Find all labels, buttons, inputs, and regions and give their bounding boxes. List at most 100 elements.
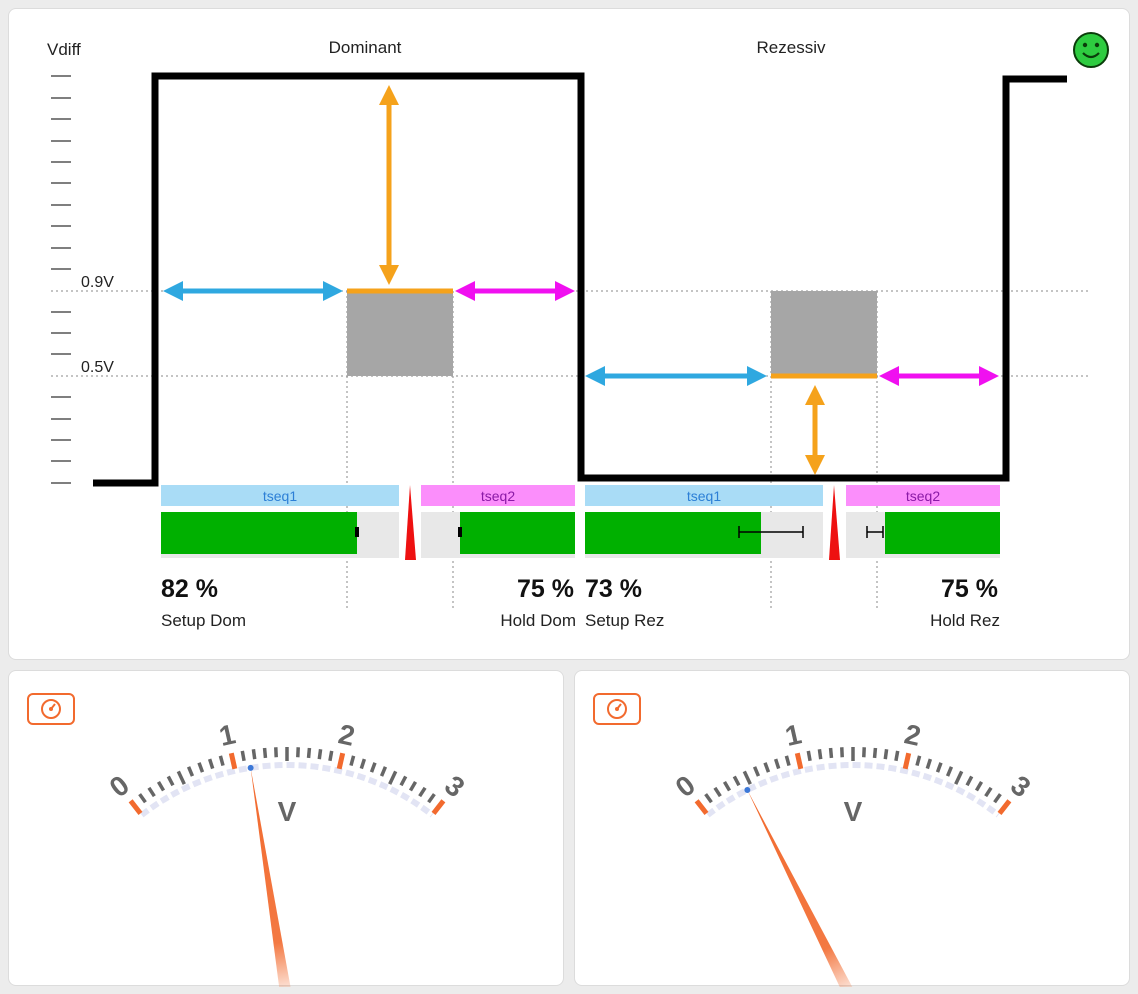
gauge-minor-tick	[828, 747, 834, 759]
setup-rez-label: Setup Rez	[585, 611, 664, 630]
gauge-minor-tick	[408, 781, 418, 792]
gauge-scale-label: 3	[1005, 769, 1036, 803]
smiley-icon	[1073, 32, 1109, 68]
gauge-minor-tick	[359, 758, 367, 770]
gauge-minor-tick	[806, 750, 812, 762]
gauge-minor-tick	[752, 766, 761, 777]
gauge-scale-label: 1	[216, 718, 238, 752]
setup-dom-value: 82 %	[161, 575, 218, 603]
gauge-minor-tick	[915, 755, 922, 766]
gauge-minor-tick	[713, 786, 722, 798]
recessive-sample-window	[771, 291, 877, 376]
gauge-minor-tick	[207, 758, 215, 770]
level-label-low: 0.5V	[81, 359, 114, 376]
setup-dom-label: Setup Dom	[161, 611, 246, 630]
gauge-major-tick	[431, 799, 446, 815]
dominant-label: Dominant	[329, 38, 402, 57]
voltage-gauge-panel-1: 0 1 2 3 V	[8, 670, 564, 987]
gauge-major-tick	[902, 752, 912, 770]
gauge-minor-tick	[156, 781, 166, 792]
margin-dom-arrow	[379, 85, 399, 285]
gauge-minor-tick	[317, 748, 323, 760]
timing-diagram-panel: Vdiff 0.9V 0.5V Dominant Rezessiv	[8, 8, 1130, 660]
tseq1-dom-bar	[161, 485, 399, 506]
gauge-minor-tick	[186, 766, 195, 777]
gauge-minor-tick	[817, 748, 823, 760]
setup-dom-marker	[355, 527, 359, 537]
hold-dom-value: 75 %	[517, 575, 574, 603]
dominant-sample-window	[347, 291, 453, 376]
setup-rez-value: 73 %	[585, 575, 642, 603]
gauge-needle-tip	[744, 786, 751, 793]
gauge-minor-tick	[773, 758, 781, 770]
gauge-needle	[747, 789, 853, 987]
gauge-minor-tick	[894, 750, 900, 762]
gauge-minor-tick	[722, 781, 732, 792]
gauge-major-tick	[694, 799, 709, 815]
gauge-minor-tick	[945, 766, 954, 777]
gauge-scale-arc	[705, 762, 1001, 818]
gauge-minor-tick	[935, 762, 943, 773]
gauge-minor-tick	[984, 786, 993, 798]
gauge-settings-button-1[interactable]	[27, 693, 75, 725]
tseq2-dom-label: tseq2	[481, 488, 515, 504]
gauge-major-tick	[228, 752, 238, 770]
gauge-needle-tip	[247, 764, 254, 771]
gauge-unit-label: V	[844, 796, 863, 827]
gauge-minor-tick	[379, 766, 388, 777]
hold-rez-value: 75 %	[941, 575, 998, 603]
tseq2-rez-bar	[846, 485, 1000, 506]
tseq2-rez-label: tseq2	[906, 488, 940, 504]
gauge-scale-label: 2	[902, 718, 924, 752]
gauge-minor-tick	[427, 793, 436, 804]
signal-waveform	[93, 72, 1067, 487]
hold-dom-fill	[460, 512, 575, 554]
speedometer-icon	[41, 699, 61, 719]
gauge-scale-label: 0	[670, 769, 701, 803]
gauge-major-tick	[336, 752, 346, 770]
gauge-major-tick	[128, 799, 143, 815]
gauge-minor-tick	[166, 775, 175, 787]
setup-dom-fill	[161, 512, 357, 554]
tseq1-rez-label: tseq1	[687, 488, 721, 504]
gauge-minor-tick	[872, 747, 878, 759]
hold-rez-fill	[885, 512, 1000, 554]
timing-diagram: Vdiff 0.9V 0.5V Dominant Rezessiv	[47, 32, 1109, 630]
gauge-minor-tick	[784, 755, 791, 766]
hold-rez-arrow	[879, 366, 999, 386]
gauge-minor-tick	[883, 748, 889, 760]
gauge-minor-tick	[328, 750, 334, 762]
hold-rez-label: Hold Rez	[930, 611, 1000, 630]
gauge-minor-tick	[251, 748, 257, 760]
gauge-minor-tick	[262, 747, 268, 759]
gauge-minor-tick	[704, 793, 713, 804]
gauge-minor-tick	[954, 770, 964, 785]
level-label-high: 0.9V	[81, 274, 114, 291]
setup-dom-arrow	[163, 281, 343, 301]
gauge-scale-label: 1	[782, 718, 804, 752]
gauge-minor-tick	[197, 762, 205, 773]
tseq2-dom-bar	[421, 485, 575, 506]
gauge-minor-tick	[925, 758, 933, 770]
tseq1-dom-label: tseq1	[263, 488, 297, 504]
gauge-minor-tick	[218, 755, 225, 766]
gauge-minor-tick	[732, 775, 741, 787]
setup-rez-errorbar	[738, 526, 804, 538]
gauge-minor-tick	[399, 775, 408, 787]
voltage-gauge-1: 0 1 2 3 V	[104, 718, 470, 987]
speedometer-icon	[607, 699, 627, 719]
gauge-minor-tick	[763, 762, 771, 773]
gauge-minor-tick	[176, 770, 186, 785]
gauge-major-tick	[997, 799, 1012, 815]
gauge-minor-tick	[349, 755, 356, 766]
voltage-gauge-panel-2: 0 1 2 3 V	[574, 670, 1130, 987]
gauge-minor-tick	[138, 793, 147, 804]
gauge-minor-tick	[965, 775, 974, 787]
y-axis-label: Vdiff	[47, 40, 81, 59]
y-axis-ticks	[51, 75, 71, 484]
setup-rez-fill	[585, 512, 761, 554]
hold-rez-errorbar	[866, 526, 884, 538]
gauge-minor-tick	[147, 786, 156, 798]
gauge-settings-button-2[interactable]	[593, 693, 641, 725]
gauge-minor-tick	[369, 762, 377, 773]
